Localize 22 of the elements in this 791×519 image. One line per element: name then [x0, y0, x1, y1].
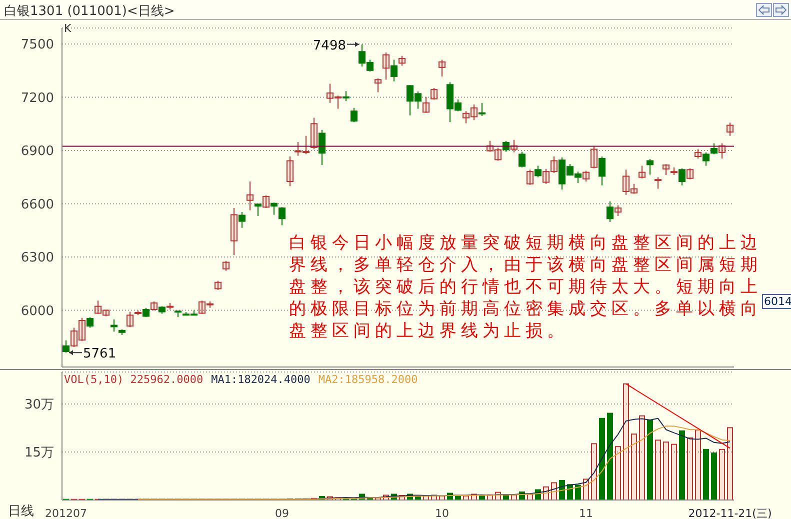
y-axis-title: K — [64, 22, 72, 35]
x-tick-label: 201207 — [45, 507, 87, 519]
text: MA2:185958.2000 — [318, 373, 418, 386]
x-axis-title: 日线 — [8, 503, 34, 519]
text: VOL(5,10) 225962.0000 — [64, 373, 204, 386]
x-tick-label: 10 — [435, 507, 449, 519]
y-tick-label: 7500 — [20, 38, 54, 53]
y-tick-label: 7200 — [20, 90, 54, 106]
annotation: 5761 — [83, 346, 116, 362]
annotation: 白银今日小幅度放量突破短期横向盘整区间的上边界线，多单轻仓介入，由于该横向盘整区间属短期盘整，该突破后的行情也不可期待太大。短期向上的极限目标位为前期高位密集成交区。多单以横向盘整区间的上边界线为止损。 — [289, 233, 762, 341]
text: MA1:182024.4000 — [211, 373, 310, 386]
x-tick-label: 11 — [579, 507, 593, 519]
annotation: 7498 — [312, 38, 346, 54]
x-tick-label: 09 — [275, 507, 289, 519]
y-tick-label: 6300 — [20, 250, 54, 266]
chart-title: 白银1301 (011001)<日线> — [4, 3, 175, 20]
y-tick-label: 6900 — [20, 144, 54, 160]
y-tick-label: 30万 — [24, 398, 54, 413]
x-tick-label: 2012-11-21(三) — [688, 507, 772, 519]
y-tick-label: 15万 — [24, 446, 54, 461]
y-tick-label: 6000 — [20, 304, 54, 319]
y-tick-label: 6600 — [20, 197, 54, 212]
